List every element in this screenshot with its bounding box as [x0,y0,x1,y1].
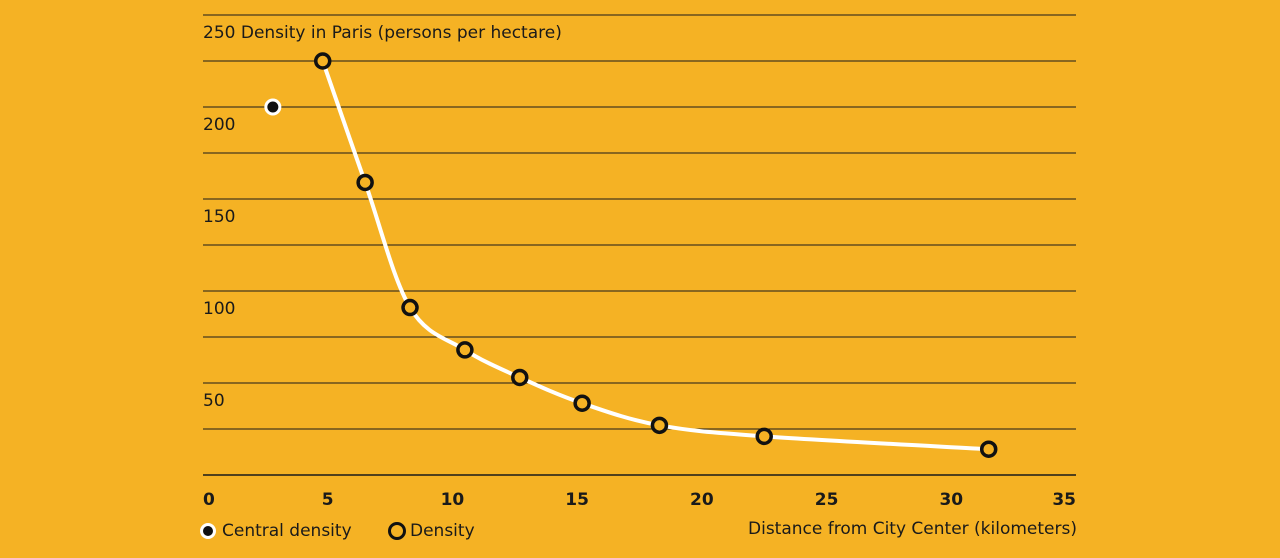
legend-density: Density [388,519,475,543]
y-tick-label: 200 [203,115,235,135]
x-tick-label: 5 [322,490,334,510]
filled-dot-icon [200,523,216,539]
ring-dot-icon [388,522,406,540]
x-axis-title: Distance from City Center (kilometers) [748,519,1077,539]
density-point [979,440,998,458]
y-tick-label: 100 [203,299,235,319]
y-tick-label: 250 Density in Paris (persons per hectar… [203,23,562,43]
density-point [511,368,529,387]
x-tick-label: 10 [441,490,465,510]
y-tick-label: 50 [203,391,225,411]
density-point [456,341,474,359]
density-line [320,59,991,452]
density-point [356,173,374,192]
legend-central-density: Central density [200,519,352,543]
density-point [755,427,773,446]
density-point [650,416,669,435]
legend-density-label: Density [410,521,475,541]
density-point [573,394,591,412]
y-tick-label: 150 [203,207,235,227]
chart-title: Density in Paris (persons per hectare) [241,23,562,43]
central-density-point [264,98,282,116]
legend-central-label: Central density [222,521,352,541]
x-tick-label: 20 [690,490,714,510]
x-tick-label: 30 [939,490,963,510]
density-point [401,298,419,317]
density-point [313,52,332,70]
x-tick-label: 35 [1052,490,1076,510]
x-tick-label: 25 [815,490,839,510]
x-tick-label: 0 [203,490,215,510]
x-tick-label: 15 [565,490,589,510]
